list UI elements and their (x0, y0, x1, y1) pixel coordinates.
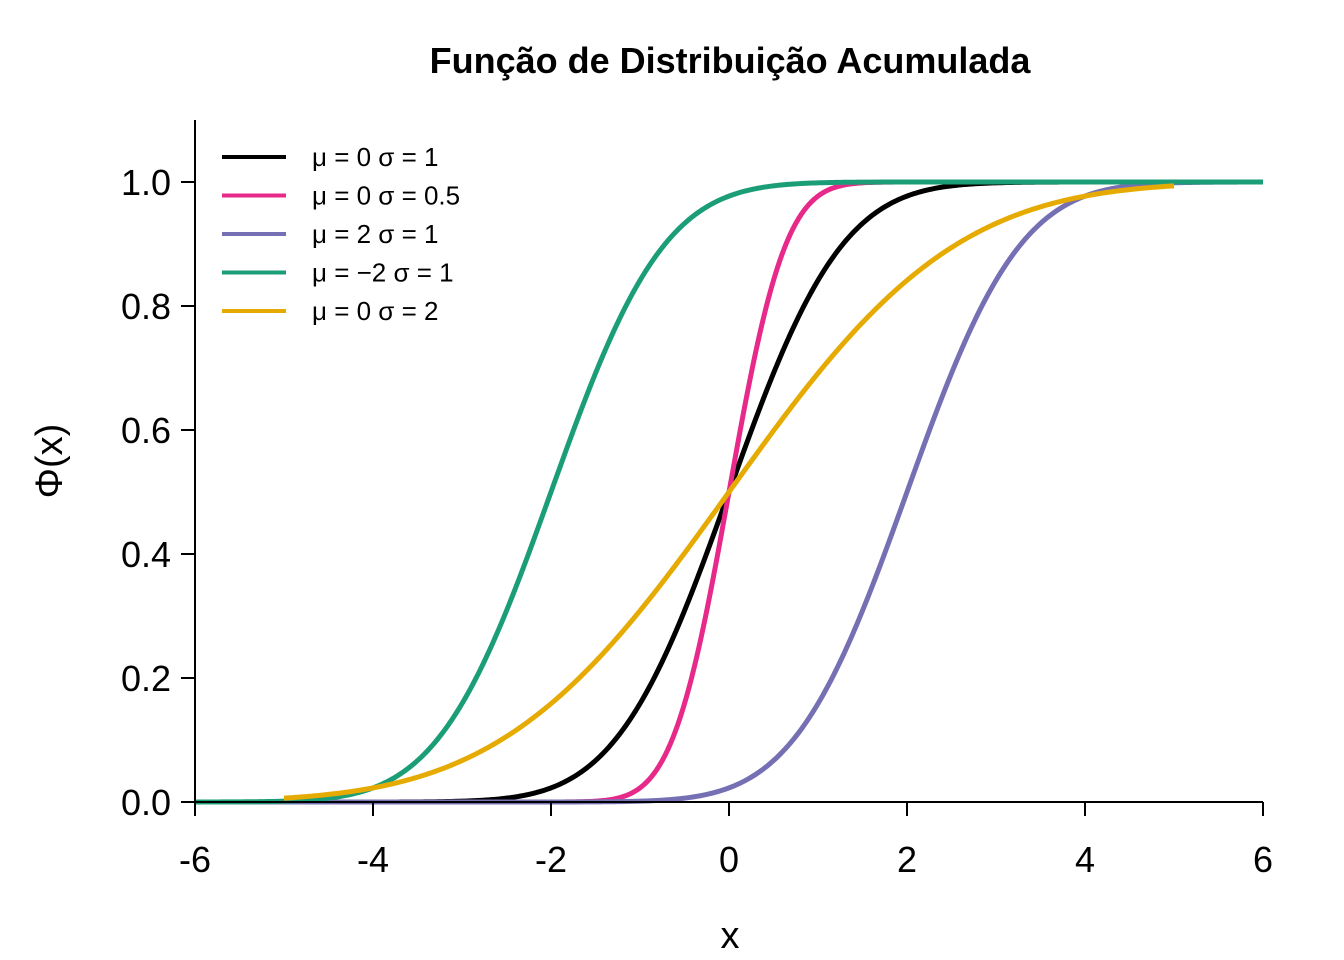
y-tick-label: 0.8 (121, 286, 171, 327)
x-tick-label: -6 (179, 839, 211, 880)
x-ticks: -6 -4 -2 0 2 4 6 (179, 802, 1273, 880)
y-tick-label: 0.4 (121, 534, 171, 575)
x-tick-label: -4 (357, 839, 389, 880)
legend-entry-label: μ = 2 σ = 1 (312, 219, 438, 249)
x-tick-label: -2 (535, 839, 567, 880)
legend-entry-label: μ = 0 σ = 2 (312, 296, 438, 326)
x-tick-label: 6 (1253, 839, 1273, 880)
y-tick-label: 0.0 (121, 782, 171, 823)
chart-title: Função de Distribuição Acumulada (430, 40, 1032, 81)
legend-entry-label: μ = −2 σ = 1 (312, 258, 454, 288)
legend-entry-label: μ = 0 σ = 0.5 (312, 181, 460, 211)
x-axis-label: x (721, 915, 740, 957)
y-ticks: 0.0 0.2 0.4 0.6 0.8 1.0 (121, 162, 195, 823)
x-tick-label: 4 (1075, 839, 1095, 880)
legend: μ = 0 σ = 1 μ = 0 σ = 0.5 μ = 2 σ = 1 μ = −… (222, 142, 460, 326)
series-line-4 (283, 183, 1175, 801)
legend-entry-label: μ = 0 σ = 1 (312, 142, 438, 172)
x-tick-label: 2 (897, 839, 917, 880)
y-tick-label: 1.0 (121, 162, 171, 203)
y-tick-label: 0.2 (121, 658, 171, 699)
y-tick-label: 0.6 (121, 410, 171, 451)
y-axis-label: Φ(x) (29, 424, 71, 499)
x-tick-label: 0 (719, 839, 739, 880)
